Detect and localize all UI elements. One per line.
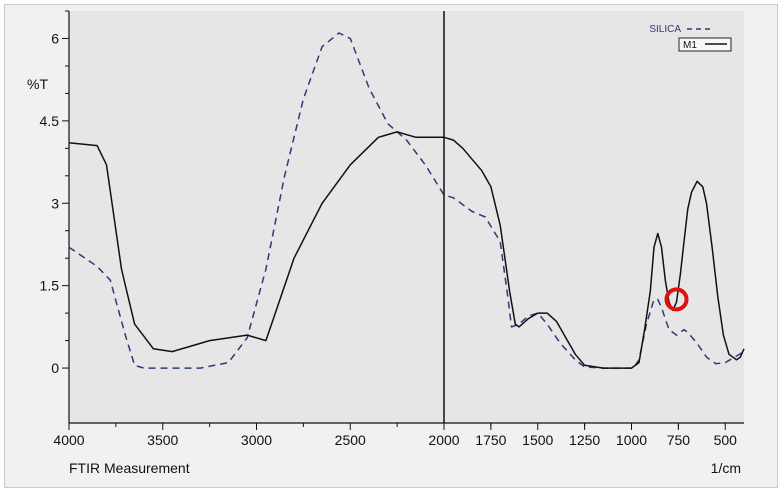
x-tick-label: 1750 xyxy=(475,432,506,448)
x-tick-label: 2500 xyxy=(335,432,366,448)
ftir-chart: 0 1.5 3 4.5 6 4000 3500 3000 2500 2000 1750 1500 125… xyxy=(27,10,745,476)
x-tick-label: 3000 xyxy=(241,432,272,448)
axes: 0 1.5 3 4.5 6 4000 3500 3000 2500 2000 1750 1500 125… xyxy=(40,10,744,448)
y-tick-label: 1.5 xyxy=(40,278,60,294)
x-tick-label: 1250 xyxy=(569,432,600,448)
x-tick-label: 500 xyxy=(714,432,738,448)
y-tick-label: 4.5 xyxy=(40,113,60,129)
x-tick-label: 1500 xyxy=(522,432,553,448)
y-tick-label: 3 xyxy=(51,195,59,211)
y-axis-label: %T xyxy=(27,76,48,92)
plot-area[interactable] xyxy=(69,11,744,423)
x-tick-label: 750 xyxy=(667,432,691,448)
annotation-circle-marker xyxy=(664,287,689,312)
x-axis-unit: 1/cm xyxy=(711,460,741,476)
x-tick-label: 1000 xyxy=(616,432,647,448)
legend-label-silica: SILICA xyxy=(649,24,681,35)
x-tick-label: 2000 xyxy=(428,432,459,448)
series-line-silica xyxy=(68,32,745,369)
y-tick-label: 6 xyxy=(51,30,59,46)
x-tick-label: 4000 xyxy=(53,432,84,448)
y-tick-label: 0 xyxy=(51,360,59,376)
x-tick-label: 3500 xyxy=(147,432,178,448)
legend: SILICA M1 xyxy=(649,24,732,52)
legend-label-m1: M1 xyxy=(683,40,697,51)
x-axis-label: FTIR Measurement xyxy=(69,460,190,476)
chart-frame: 0 1.5 3 4.5 6 4000 3500 3000 2500 2000 1750 1500 125… xyxy=(4,4,778,488)
series-line-m1 xyxy=(68,131,745,369)
series-group xyxy=(68,32,745,369)
